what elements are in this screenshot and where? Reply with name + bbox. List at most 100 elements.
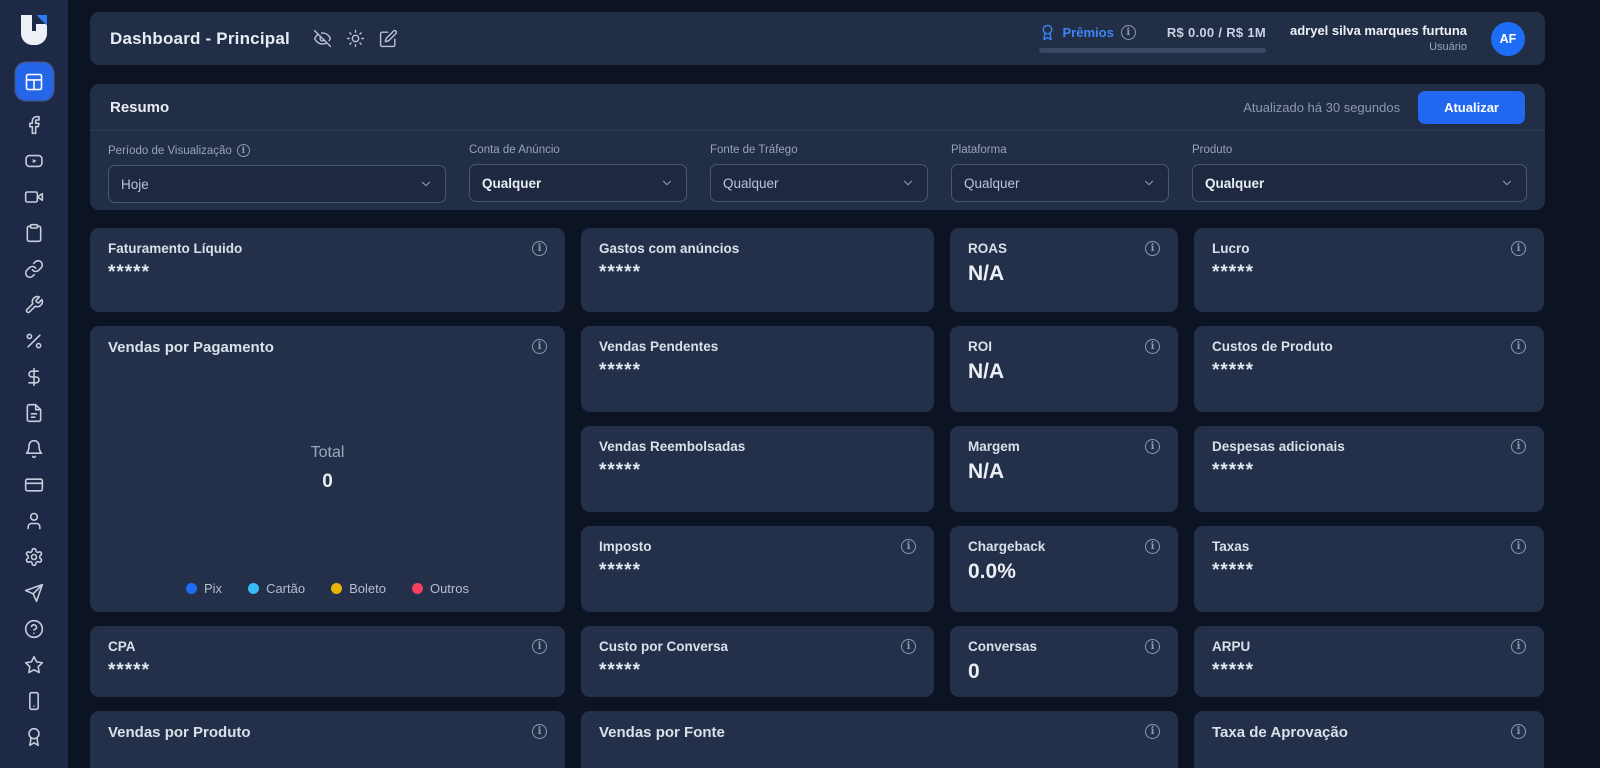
info-icon[interactable] [1145, 339, 1160, 354]
info-icon[interactable] [532, 241, 547, 256]
bell-icon [25, 439, 43, 458]
metrics-grid: Faturamento Líquido ***** Gastos com anú… [90, 228, 1545, 768]
metric-card-roas: ROAS N/A [950, 228, 1178, 312]
sidebar-nav [15, 63, 53, 748]
card-value: ***** [599, 660, 641, 681]
sidebar-item-clipboard[interactable] [15, 221, 53, 244]
info-icon[interactable] [1511, 539, 1526, 554]
premios-widget[interactable]: Prêmios R$ 0.00 / R$ 1M [1038, 24, 1266, 53]
metric-card-custos-produto: Custos de Produto ***** [1194, 326, 1544, 412]
info-icon[interactable] [1511, 639, 1526, 654]
sidebar-item-rates[interactable] [15, 329, 53, 352]
chart-card-taxa-de-aprovacao: Taxa de Aprovação [1194, 711, 1544, 768]
info-icon[interactable] [1145, 539, 1160, 554]
info-icon[interactable] [532, 639, 547, 654]
fonte-trafego-select[interactable]: Qualquer [710, 164, 928, 202]
info-icon[interactable] [1511, 339, 1526, 354]
legend-item[interactable]: Boleto [331, 581, 386, 596]
card-title: Faturamento Líquido [108, 241, 243, 256]
legend-item[interactable]: Cartão [248, 581, 305, 596]
info-icon[interactable] [1511, 241, 1526, 256]
sidebar-item-favorites[interactable] [15, 653, 53, 676]
filter-conta-anuncio: Conta de Anúncio Qualquer [469, 144, 687, 203]
sidebar-item-facebook[interactable] [15, 113, 53, 136]
sidebar-item-notifications[interactable] [15, 437, 53, 460]
produto-select[interactable]: Qualquer [1192, 164, 1527, 202]
premios-label[interactable]: Prêmios [1062, 25, 1114, 40]
card-title: Gastos com anúncios [599, 241, 740, 256]
edit-dashboard-button[interactable] [377, 27, 400, 50]
card-value: 0 [968, 660, 980, 683]
sidebar-item-video[interactable] [15, 185, 53, 208]
app-logo[interactable] [14, 10, 54, 50]
card-title: ROI [968, 339, 993, 354]
eye-off-icon [313, 29, 332, 48]
card-value: ***** [1212, 560, 1254, 581]
info-icon[interactable] [532, 339, 547, 354]
sidebar-item-profile[interactable] [15, 509, 53, 532]
info-icon[interactable] [1511, 439, 1526, 454]
card-value: ***** [1212, 660, 1254, 681]
sidebar-item-reports[interactable] [15, 401, 53, 424]
sidebar-item-tools[interactable] [15, 293, 53, 316]
dollar-icon [28, 367, 40, 386]
info-icon[interactable] [1145, 439, 1160, 454]
plataforma-select[interactable]: Qualquer [951, 164, 1169, 202]
info-icon[interactable] [1145, 241, 1160, 256]
sidebar-item-finance[interactable] [15, 365, 53, 388]
theme-toggle-button[interactable] [344, 27, 367, 50]
select-value: Qualquer [1205, 175, 1265, 191]
sidebar-item-billing[interactable] [15, 473, 53, 496]
legend-item[interactable]: Outros [411, 581, 469, 596]
sidebar-item-settings[interactable] [15, 545, 53, 568]
conta-anuncio-select[interactable]: Qualquer [469, 164, 687, 202]
card-value: ***** [1212, 460, 1254, 481]
info-icon[interactable] [1145, 639, 1160, 654]
sidebar-item-send[interactable] [15, 581, 53, 604]
hide-values-button[interactable] [311, 27, 334, 50]
metric-card-roi: ROI N/A [950, 326, 1178, 412]
sidebar-item-youtube[interactable] [15, 149, 53, 172]
sidebar-item-mobile[interactable] [15, 689, 53, 712]
card-title: Vendas por Fonte [599, 724, 725, 741]
resumo-title: Resumo [110, 98, 170, 116]
chart-card-vendas-por-produto: Vendas por Produto [90, 711, 565, 768]
last-updated-text: Atualizado há 30 segundos [1243, 99, 1401, 115]
chart-total-label: Total [310, 444, 345, 461]
legend-item[interactable]: Pix [186, 581, 222, 596]
periodo-select[interactable]: Hoje [108, 165, 446, 203]
link-icon [24, 259, 44, 278]
filter-produto: Produto Qualquer [1192, 144, 1527, 203]
info-icon[interactable] [236, 144, 250, 157]
metric-card-vendas-reembolsadas: Vendas Reembolsadas ***** [581, 426, 934, 512]
card-value: N/A [968, 262, 1005, 285]
sidebar-item-dashboard[interactable] [15, 63, 53, 100]
card-title: Lucro [1212, 241, 1250, 256]
card-title: ROAS [968, 241, 1008, 256]
sidebar-item-awards[interactable] [15, 725, 53, 748]
premios-info-icon[interactable] [1120, 25, 1136, 40]
info-icon[interactable] [532, 724, 547, 739]
sidebar-item-help[interactable] [15, 617, 53, 640]
edit-icon [379, 29, 398, 48]
metric-card-imposto: Imposto ***** [581, 526, 934, 612]
info-icon[interactable] [1511, 724, 1526, 739]
refresh-button[interactable]: Atualizar [1418, 90, 1525, 124]
sun-icon [346, 29, 365, 48]
chevron-down-icon [1502, 180, 1512, 186]
gear-icon [25, 547, 43, 566]
info-icon[interactable] [901, 639, 916, 654]
user-name: adryel silva marques furtuna [1289, 22, 1467, 38]
card-title: Taxa de Aprovação [1212, 724, 1348, 741]
resumo-header: Resumo Atualizado há 30 segundos Atualiz… [90, 84, 1545, 131]
sidebar-item-links[interactable] [15, 257, 53, 280]
avatar[interactable]: AF [1491, 21, 1525, 56]
info-icon[interactable] [1145, 724, 1160, 739]
chevron-down-icon [421, 181, 431, 187]
legend-dot-cartao [248, 583, 260, 594]
info-icon[interactable] [901, 539, 916, 554]
page-title: Dashboard - Principal [110, 28, 290, 48]
filter-label: Plataforma [951, 144, 1007, 156]
card-value: ***** [1212, 262, 1254, 283]
metric-card-taxas: Taxas ***** [1194, 526, 1544, 612]
